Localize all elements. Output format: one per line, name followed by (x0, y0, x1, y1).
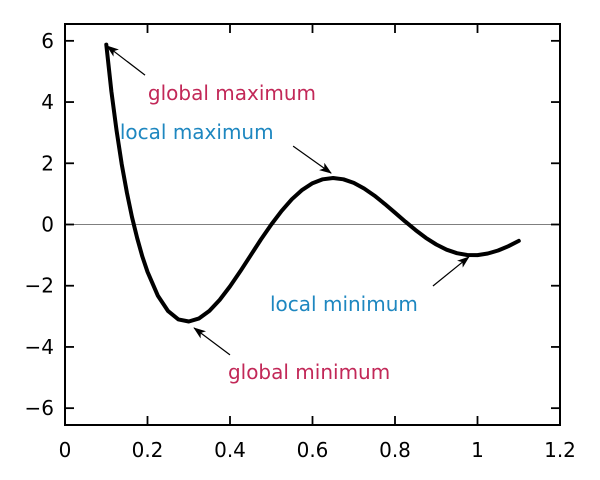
annotation-arrow (106, 45, 146, 76)
annotation-arrow (432, 256, 470, 287)
ticks-group (64, 24, 561, 425)
annotation-arrow (292, 145, 332, 174)
x-tick-label: 0.2 (132, 438, 164, 462)
x-tick-label: 0.4 (214, 438, 246, 462)
curve-group (104, 42, 521, 324)
y-tick-label: 4 (41, 90, 54, 114)
annotation-label-global-minimum: global minimum (228, 360, 390, 384)
function-curve (104, 42, 521, 324)
y-tick-label: −4 (25, 335, 54, 359)
y-tick-label: 2 (41, 151, 54, 175)
x-tick-label: 0 (59, 438, 72, 462)
annotation-label-local-maximum: local maximum (120, 120, 274, 144)
annotation-label-global-maximum: global maximum (148, 81, 316, 105)
annotations-group: global maximum local maximum local minimum… (106, 45, 470, 384)
x-tick-label: 0.6 (297, 438, 329, 462)
annotation-arrow (193, 327, 231, 356)
y-tick-label: 0 (41, 213, 54, 237)
tick-labels-group: 0 0.2 0.4 0.6 0.8 1 1.2 −6 −4 −2 0 2 4 6 (25, 29, 576, 462)
y-tick-label: −2 (25, 274, 54, 298)
x-tick-label: 1 (471, 438, 484, 462)
x-tick-label: 1.2 (544, 438, 576, 462)
x-tick-label: 0.8 (379, 438, 411, 462)
annotation-label-local-minimum: local minimum (270, 292, 418, 316)
y-tick-label: 6 (41, 29, 54, 53)
y-tick-label: −6 (25, 396, 54, 420)
